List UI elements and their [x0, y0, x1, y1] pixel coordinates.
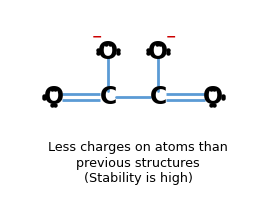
Text: O: O — [43, 85, 64, 109]
Text: O: O — [98, 40, 118, 64]
Text: O: O — [148, 40, 168, 64]
Text: C: C — [99, 85, 117, 109]
Text: previous structures: previous structures — [76, 157, 200, 170]
Text: C: C — [150, 85, 167, 109]
Text: −: − — [166, 30, 176, 43]
Text: −: − — [91, 30, 102, 43]
Text: O: O — [202, 85, 223, 109]
Text: Less charges on atoms than: Less charges on atoms than — [48, 141, 228, 154]
Text: (Stability is high): (Stability is high) — [84, 172, 193, 185]
